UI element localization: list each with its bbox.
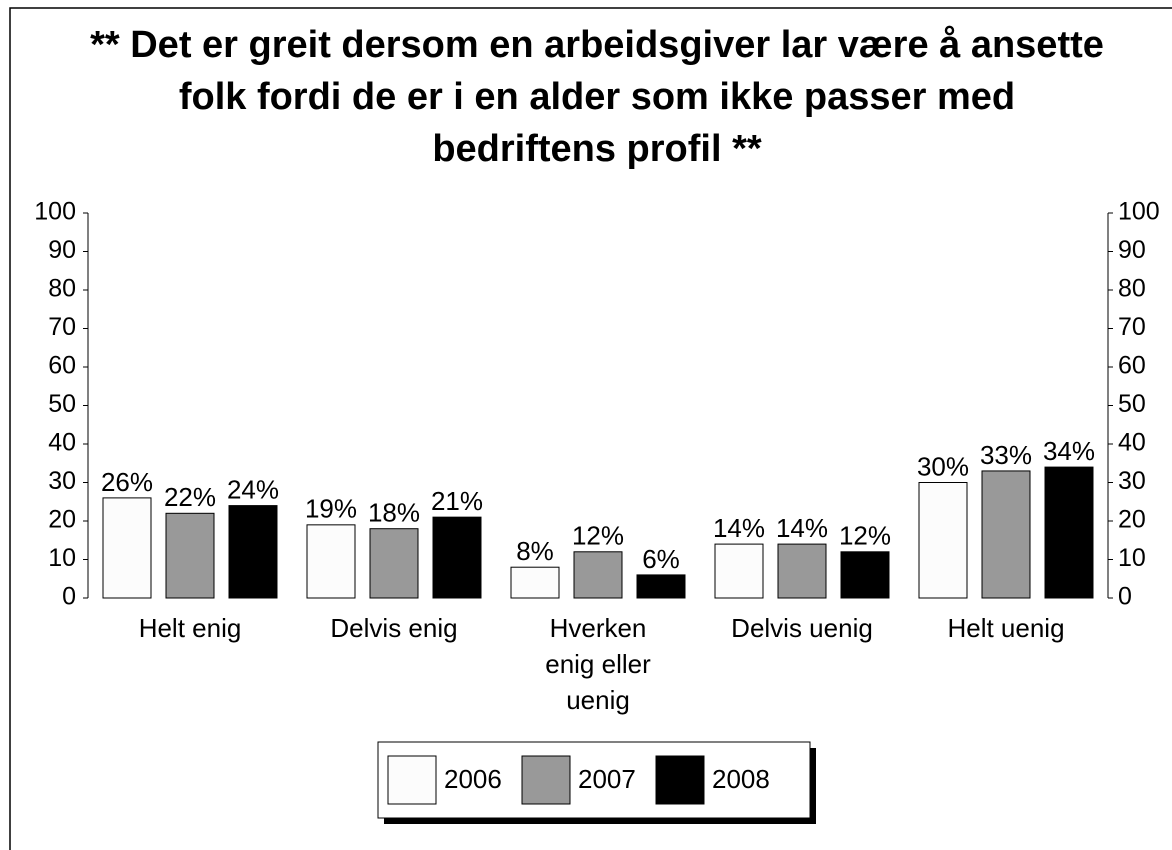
- x-tick-label: Hverken: [550, 613, 647, 643]
- value-label: 22%: [164, 482, 216, 512]
- y2-tick-label: 60: [1118, 352, 1146, 380]
- value-label: 18%: [368, 498, 420, 528]
- bar: [777, 543, 827, 599]
- x-tick-label: enig eller: [545, 649, 651, 679]
- y-tick-label: 10: [48, 544, 76, 572]
- frame: [9, 7, 1172, 850]
- bar: [102, 497, 152, 599]
- value-label: 24%: [227, 474, 279, 504]
- y-tick-label: 0: [62, 583, 76, 611]
- x-tick-label: uenig: [566, 685, 630, 715]
- y2-tick-label: 0: [1118, 583, 1132, 611]
- legend-label: 2007: [578, 764, 636, 794]
- bar: [636, 574, 686, 599]
- bar: [1044, 466, 1094, 599]
- bar: [714, 543, 764, 599]
- y-tick-label: 80: [48, 275, 76, 303]
- y-tick-label: 50: [48, 390, 76, 418]
- x-tick-label: Delvis enig: [330, 613, 457, 643]
- chart-title: ** Det er greit dersom en arbeidsgiver l…: [90, 24, 1104, 66]
- y2-tick-label: 80: [1118, 275, 1146, 303]
- legend-label: 2006: [444, 764, 502, 794]
- value-label: 21%: [431, 486, 483, 516]
- y-tick-label: 20: [48, 506, 76, 534]
- bar: [573, 551, 623, 599]
- value-label: 33%: [980, 440, 1032, 470]
- y-tick-label: 90: [48, 236, 76, 264]
- y-tick-label: 60: [48, 352, 76, 380]
- bar: [432, 516, 482, 599]
- bar: [306, 524, 356, 599]
- value-label: 30%: [917, 451, 969, 481]
- value-label: 14%: [776, 513, 828, 543]
- y-tick-label: 30: [48, 467, 76, 495]
- value-label: 12%: [572, 521, 624, 551]
- bar: [840, 551, 890, 599]
- legend-swatch: [655, 755, 705, 805]
- bar: [981, 470, 1031, 599]
- legend: [377, 741, 811, 819]
- legend-swatch: [521, 755, 571, 805]
- bar: [510, 566, 560, 599]
- bar: [228, 505, 278, 599]
- y2-tick-label: 40: [1118, 429, 1146, 457]
- y2-tick-label: 50: [1118, 390, 1146, 418]
- y-tick-label: 70: [48, 313, 76, 341]
- value-label: 34%: [1043, 436, 1095, 466]
- y-tick-label: 40: [48, 429, 76, 457]
- chart-title: bedriftens profil **: [432, 128, 762, 170]
- x-tick-label: Helt enig: [139, 613, 242, 643]
- y2-tick-label: 100: [1118, 198, 1160, 226]
- bar: [165, 512, 215, 599]
- y2-tick-label: 10: [1118, 544, 1146, 572]
- y2-tick-label: 90: [1118, 236, 1146, 264]
- legend-label: 2008: [712, 764, 770, 794]
- chart-title: folk fordi de er i en alder som ikke pas…: [179, 76, 1015, 118]
- x-tick-label: Delvis uenig: [731, 613, 873, 643]
- y2-tick-label: 20: [1118, 506, 1146, 534]
- legend-swatch: [387, 755, 437, 805]
- bar: [918, 482, 968, 599]
- value-label: 6%: [642, 544, 680, 574]
- y2-tick-label: 70: [1118, 313, 1146, 341]
- value-label: 12%: [839, 521, 891, 551]
- bar: [369, 528, 419, 599]
- value-label: 26%: [101, 467, 153, 497]
- value-label: 19%: [305, 494, 357, 524]
- value-label: 14%: [713, 513, 765, 543]
- y2-tick-label: 30: [1118, 467, 1146, 495]
- value-label: 8%: [516, 536, 554, 566]
- y-tick-label: 100: [34, 198, 76, 226]
- x-tick-label: Helt uenig: [947, 613, 1064, 643]
